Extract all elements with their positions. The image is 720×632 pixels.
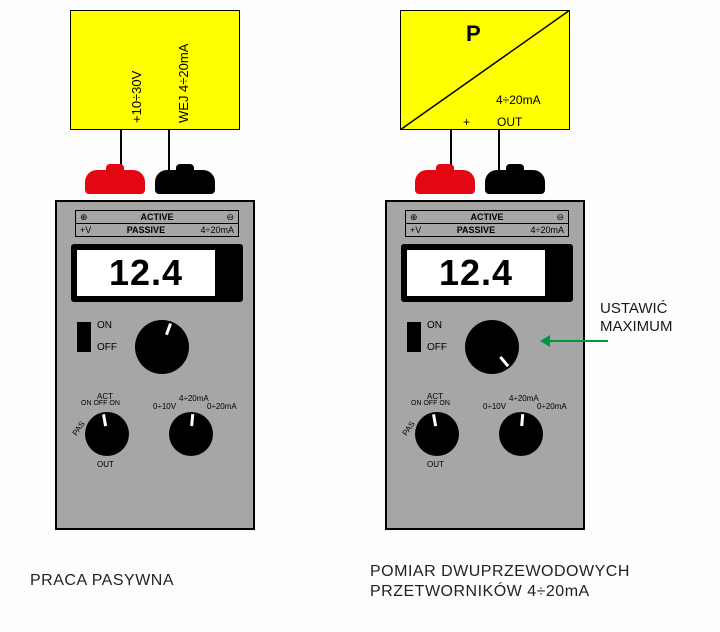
lcd-units: V mA	[553, 254, 569, 282]
lcd-frame: 12.4 V mA	[71, 244, 243, 302]
power-on-label: ON	[427, 320, 442, 331]
plate-active: ACTIVE	[470, 211, 503, 223]
source-range-label: 4÷20mA	[496, 93, 541, 107]
plate-range: 4÷20mA	[531, 224, 564, 236]
label-range2: 4÷20mA	[179, 394, 209, 403]
mode-knob[interactable]	[85, 412, 129, 456]
source-box-left: +10÷30V WEJ 4÷20mA	[70, 10, 240, 130]
plate-v: +V	[80, 224, 91, 236]
source-label-input: WEJ 4÷20mA	[176, 44, 191, 123]
plug-row-right	[385, 170, 585, 200]
power-switch[interactable]	[77, 322, 91, 352]
annotation-text: USTAWIĆ MAXIMUM	[600, 300, 673, 336]
annotation-line1: USTAWIĆ MAXIMUM	[600, 300, 673, 335]
wire-black	[498, 130, 500, 170]
main-knob[interactable]	[465, 320, 519, 374]
label-range1: 0÷10V	[483, 402, 506, 411]
lcd: 12.4	[407, 250, 545, 296]
lcd: 12.4	[77, 250, 215, 296]
label-out: OUT	[97, 460, 114, 469]
caption-left: PRACA PASYWNA	[30, 572, 174, 590]
label-range3: 0÷20mA	[537, 402, 567, 411]
unit-ma: mA	[553, 268, 569, 282]
label-range2: 4÷20mA	[509, 394, 539, 403]
source-label-voltage: +10÷30V	[129, 71, 144, 123]
source-plus-label: +	[463, 115, 470, 129]
label-range3: 0÷20mA	[207, 402, 237, 411]
plug-red	[85, 170, 145, 194]
caption-right: POMIAR DWUPRZEWODOWYCH PRZETWORNIKÓW 4÷2…	[370, 562, 690, 602]
plate-minus: ⊖	[226, 211, 234, 223]
lcd-value: 12.4	[439, 252, 513, 294]
plug-black	[485, 170, 545, 194]
wire-black	[168, 130, 170, 170]
lcd-units: V mA	[223, 254, 239, 282]
plate-minus: ⊖	[556, 211, 564, 223]
label-onoffon: ON OFF ON	[81, 400, 120, 407]
range-knob[interactable]	[499, 412, 543, 456]
main-knob[interactable]	[135, 320, 189, 374]
label-range1: 0÷10V	[153, 402, 176, 411]
plate-plus: ⊕	[80, 211, 88, 223]
annotation-arrow	[548, 340, 608, 342]
source-p-label: P	[466, 21, 481, 47]
wires-right	[400, 130, 570, 170]
range-knob[interactable]	[169, 412, 213, 456]
unit-v: V	[223, 254, 239, 268]
source-out-label: OUT	[497, 115, 522, 129]
source-diagonal	[401, 11, 569, 129]
lcd-frame: 12.4 V mA	[401, 244, 573, 302]
plate-passive: PASSIVE	[457, 224, 495, 236]
lcd-value: 12.4	[109, 252, 183, 294]
power-off-label: OFF	[97, 342, 117, 353]
plug-red	[415, 170, 475, 194]
plug-row-left	[55, 170, 255, 200]
panel-passive: +10÷30V WEJ 4÷20mA ⊕ ACTIVE ⊖ +V PASSIVE…	[40, 10, 310, 530]
power-off-label: OFF	[427, 342, 447, 353]
device-right: ⊕ ACTIVE ⊖ +V PASSIVE 4÷20mA 12.4 V mA O…	[385, 200, 585, 530]
panel-measure: P 4÷20mA + OUT ⊕ ACTIVE ⊖ +V PASSIVE 4÷2…	[370, 10, 640, 530]
mode-plate: ⊕ ACTIVE ⊖ +V PASSIVE 4÷20mA	[405, 210, 569, 237]
plate-passive: PASSIVE	[127, 224, 165, 236]
wires-left	[70, 130, 240, 170]
plate-range: 4÷20mA	[201, 224, 234, 236]
label-onoffon: ON OFF ON	[411, 400, 450, 407]
source-box-right: P 4÷20mA + OUT	[400, 10, 570, 130]
power-switch[interactable]	[407, 322, 421, 352]
device-left: ⊕ ACTIVE ⊖ +V PASSIVE 4÷20mA 12.4 V mA O…	[55, 200, 255, 530]
plate-plus: ⊕	[410, 211, 418, 223]
mode-plate: ⊕ ACTIVE ⊖ +V PASSIVE 4÷20mA	[75, 210, 239, 237]
mode-knob[interactable]	[415, 412, 459, 456]
power-on-label: ON	[97, 320, 112, 331]
label-out: OUT	[427, 460, 444, 469]
unit-v: V	[553, 254, 569, 268]
plug-black	[155, 170, 215, 194]
plate-v: +V	[410, 224, 421, 236]
unit-ma: mA	[223, 268, 239, 282]
plate-active: ACTIVE	[140, 211, 173, 223]
